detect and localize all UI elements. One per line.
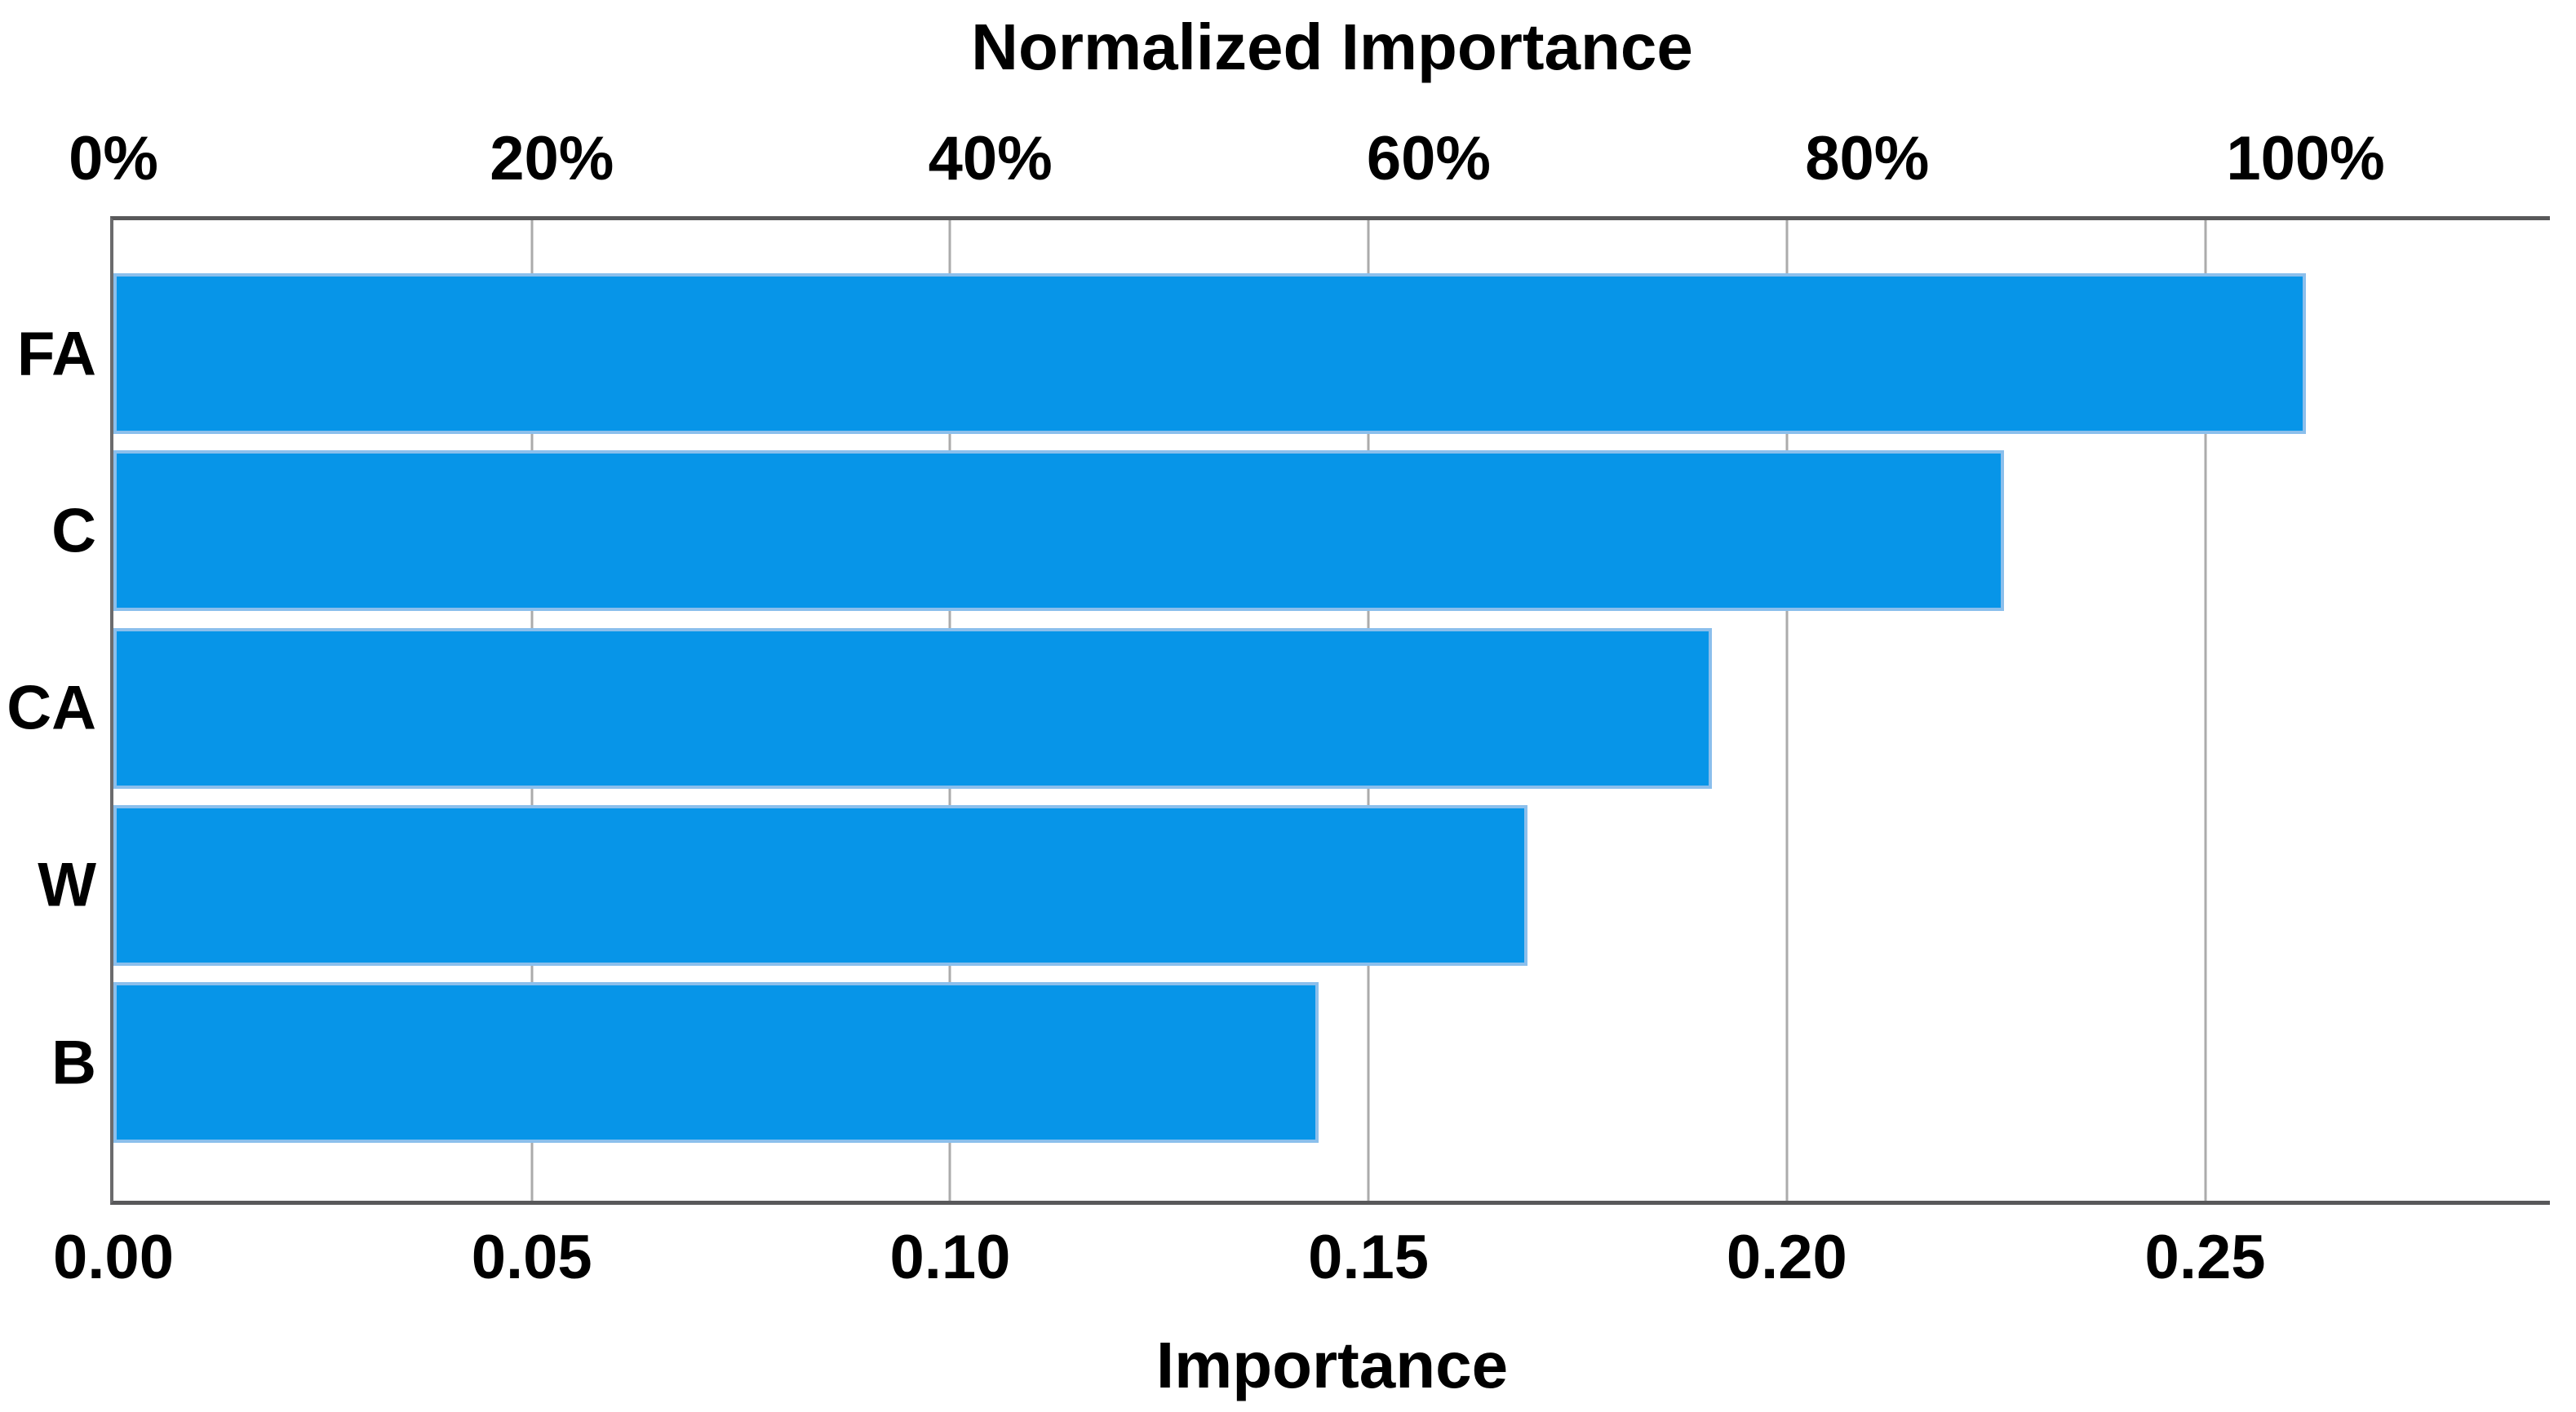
bottom-tick-0.10: 0.10	[889, 1223, 1011, 1292]
gridline-x-0.20	[1785, 220, 1789, 1201]
bar-C	[113, 450, 2005, 612]
x-axis-title: Importance	[1155, 1329, 1509, 1401]
top-tick-100%: 100%	[2226, 124, 2385, 193]
bar-B	[113, 982, 1319, 1143]
bar-CA	[113, 627, 1712, 789]
gridline-x-0.25	[2204, 220, 2207, 1201]
top-tick-80%: 80%	[1805, 124, 1930, 193]
bar-W	[113, 804, 1527, 966]
plot-area	[110, 216, 2550, 1205]
top-tick-20%: 20%	[490, 124, 614, 193]
top-tick-40%: 40%	[928, 124, 1053, 193]
y-axis-category-labels: FA C CA W B	[0, 0, 96, 1412]
chart-title: Normalized Importance	[971, 11, 1693, 83]
category-label-CA: CA	[7, 673, 96, 743]
bottom-axis: 0.00 0.05 0.10 0.15 0.20 0.25	[53, 1222, 2550, 1295]
bottom-tick-0.20: 0.20	[1726, 1223, 1847, 1292]
category-label-C: C	[51, 496, 96, 566]
category-label-W: W	[38, 850, 96, 920]
bar-FA	[113, 273, 2306, 434]
category-label-B: B	[51, 1028, 96, 1097]
top-tick-0%: 0%	[69, 124, 158, 193]
top-axis: 0% 20% 40% 60% 80% 100%	[69, 106, 2550, 194]
top-tick-60%: 60%	[1366, 124, 1491, 193]
category-label-FA: FA	[16, 319, 96, 388]
bottom-tick-0.05: 0.05	[471, 1223, 592, 1292]
bottom-tick-0.00: 0.00	[53, 1223, 174, 1292]
bottom-tick-0.25: 0.25	[2144, 1223, 2266, 1292]
bottom-tick-0.15: 0.15	[1308, 1223, 1430, 1292]
